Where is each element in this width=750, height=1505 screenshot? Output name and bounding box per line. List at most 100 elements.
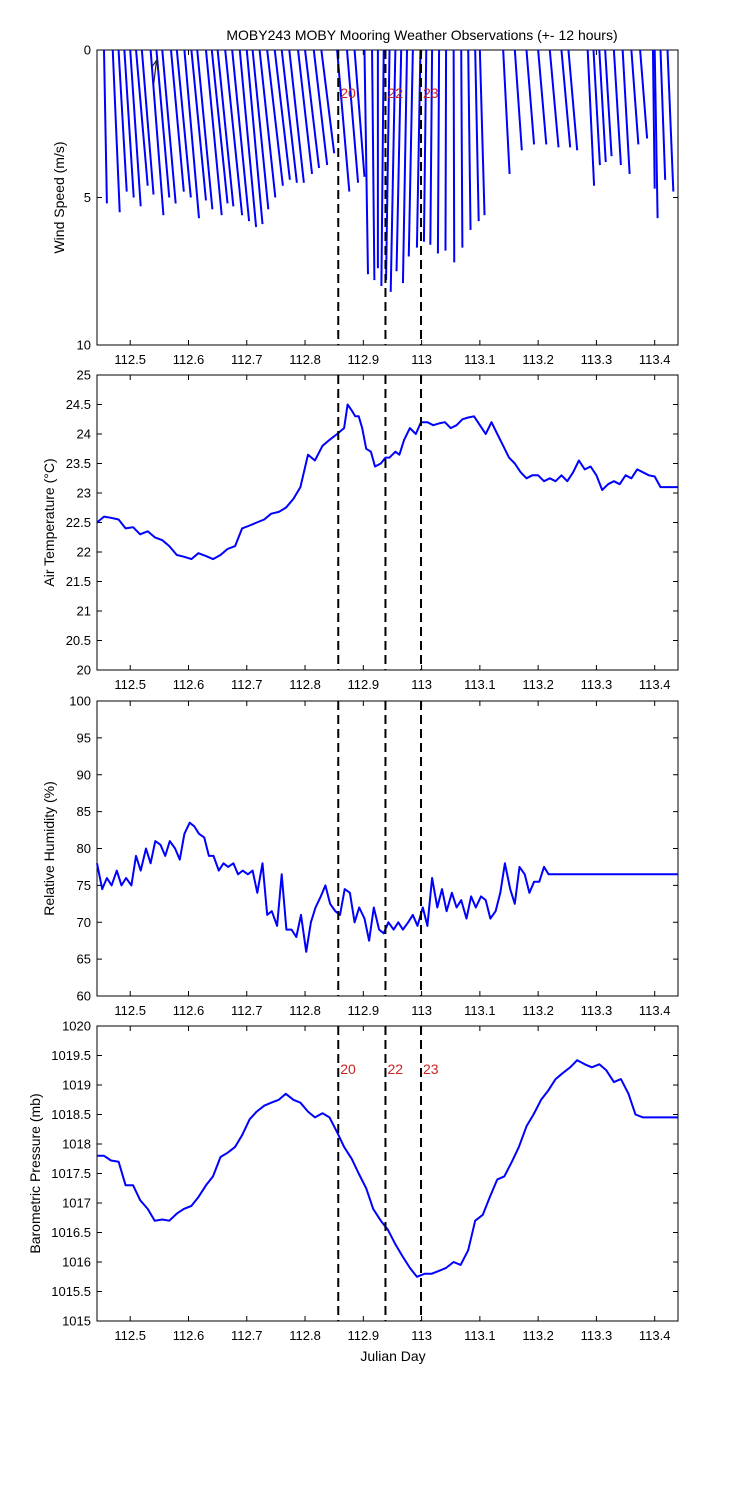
y-tick-label: 21.5 xyxy=(66,574,91,589)
y-tick-label: 80 xyxy=(77,841,91,856)
y-tick-label: 75 xyxy=(77,878,91,893)
wind-stick xyxy=(140,49,155,195)
y-tick-label: 1017.5 xyxy=(51,1166,91,1181)
wind-stick xyxy=(155,49,171,198)
y-tick-label: 100 xyxy=(69,694,91,709)
y-tick-label: 1018 xyxy=(62,1137,91,1152)
x-tick-label: 113.1 xyxy=(464,1328,496,1343)
wind-stick xyxy=(288,49,305,183)
x-tick-label: 112.5 xyxy=(114,352,146,367)
x-tick-label: 113.3 xyxy=(581,1328,613,1343)
figure-title: MOBY243 MOBY Mooring Weather Observation… xyxy=(226,27,617,43)
x-tick-label: 113.4 xyxy=(639,1003,671,1018)
x-tick-label: 113 xyxy=(411,1328,432,1343)
x-tick-label: 113 xyxy=(411,677,432,692)
wind-stick xyxy=(363,49,369,275)
y-tick-label: 0 xyxy=(84,43,91,58)
wind-stick xyxy=(312,49,329,166)
x-tick-label: 112.7 xyxy=(231,352,263,367)
wind-stick xyxy=(129,49,142,207)
wind-stick xyxy=(297,49,314,175)
wind-stick xyxy=(123,49,135,198)
x-tick-label: 112.8 xyxy=(289,352,321,367)
wind-stick xyxy=(513,49,523,151)
x-tick-label: 112.7 xyxy=(231,1328,263,1343)
panel-3: 112.5 112.6 112.7 112.8 112.9 113 113.1 113.2 11… xyxy=(41,694,679,1018)
wind-stick xyxy=(436,49,441,254)
north-arrow-icon xyxy=(152,60,158,86)
x-tick-label: 113.4 xyxy=(639,677,671,692)
x-tick-label: 113.2 xyxy=(522,1003,554,1018)
marker-label-20: 20 xyxy=(340,1061,356,1077)
y-tick-label: 20.5 xyxy=(66,633,91,648)
y-tick-label: 1020 xyxy=(62,1019,91,1034)
y-tick-label: 1015.5 xyxy=(51,1284,91,1299)
x-tick-label: 112.6 xyxy=(173,352,205,367)
north-arrow-head-icon xyxy=(152,58,160,71)
wind-stick xyxy=(258,49,277,198)
x-tick-label: 113.3 xyxy=(581,677,613,692)
series-line xyxy=(96,403,678,561)
wind-stick xyxy=(444,49,448,251)
x-tick-label: 112.9 xyxy=(348,1328,380,1343)
y-tick-label: 85 xyxy=(77,804,91,819)
y-tick-label: 5 xyxy=(84,190,91,205)
wind-stick xyxy=(196,49,214,210)
chart-panels: 112.5 112.6 112.7 112.8 112.9 113 113.1 113.2 11… xyxy=(27,43,679,1343)
wind-stick xyxy=(304,49,321,169)
x-tick-label: 112.9 xyxy=(348,1003,380,1018)
x-tick-label: 113.2 xyxy=(522,1328,554,1343)
wind-stick xyxy=(280,49,298,183)
wind-stick xyxy=(161,49,177,204)
y-tick-label: 1015 xyxy=(62,1314,91,1329)
y-tick-label: 10 xyxy=(77,338,91,353)
x-tick-label: 113.2 xyxy=(522,352,554,367)
wind-stick xyxy=(149,49,165,216)
panel-4: 112.5 112.6 112.7 112.8 112.9 113 113.1 113.2 11… xyxy=(27,1019,679,1343)
x-tick-label: 112.6 xyxy=(173,1328,205,1343)
wind-stick xyxy=(612,49,622,166)
x-tick-label: 112.9 xyxy=(348,677,380,692)
y-tick-label: 90 xyxy=(77,767,91,782)
marker-label-23: 23 xyxy=(423,1061,439,1077)
wind-stick xyxy=(170,49,185,192)
y-tick-label: 24 xyxy=(77,427,91,442)
y-tick-label: 21 xyxy=(77,604,91,619)
wind-stick xyxy=(659,49,667,180)
wind-stick xyxy=(415,49,422,248)
y-tick-label: 60 xyxy=(77,989,91,1004)
wind-stick xyxy=(353,49,366,177)
x-tick-label: 112.6 xyxy=(173,677,205,692)
wind-stick xyxy=(401,49,409,284)
marker-label-20: 20 xyxy=(340,85,356,101)
wind-stick xyxy=(478,49,486,216)
wind-stick xyxy=(586,49,596,186)
wind-stick xyxy=(452,49,456,263)
y-tick-label: 20 xyxy=(77,663,91,678)
x-tick-label: 112.5 xyxy=(114,1003,146,1018)
y-tick-label: 1019 xyxy=(62,1078,91,1093)
wind-stick xyxy=(653,49,659,219)
x-tick-label: 113.4 xyxy=(639,352,671,367)
axes-frame xyxy=(96,700,679,997)
wind-stick xyxy=(460,49,464,248)
wind-stick xyxy=(135,49,149,186)
x-tick-label: 113.4 xyxy=(639,1328,671,1343)
x-tick-label: 113.1 xyxy=(464,1003,496,1018)
x-tick-label: 113.3 xyxy=(581,1003,613,1018)
x-tick-label: 112.7 xyxy=(231,1003,263,1018)
y-tick-label: 1016.5 xyxy=(51,1225,91,1240)
wind-stick xyxy=(567,49,579,151)
wind-stick xyxy=(548,49,560,148)
y-tick-label: 23 xyxy=(77,486,91,501)
wind-stick xyxy=(422,49,428,242)
y-tick-label: 1018.5 xyxy=(51,1107,91,1122)
wind-stick xyxy=(175,49,192,198)
y-tick-label: 95 xyxy=(77,730,91,745)
wind-stick xyxy=(371,49,376,281)
wind-stick xyxy=(429,49,434,245)
wind-stick xyxy=(651,49,656,189)
series-line xyxy=(97,1059,678,1278)
